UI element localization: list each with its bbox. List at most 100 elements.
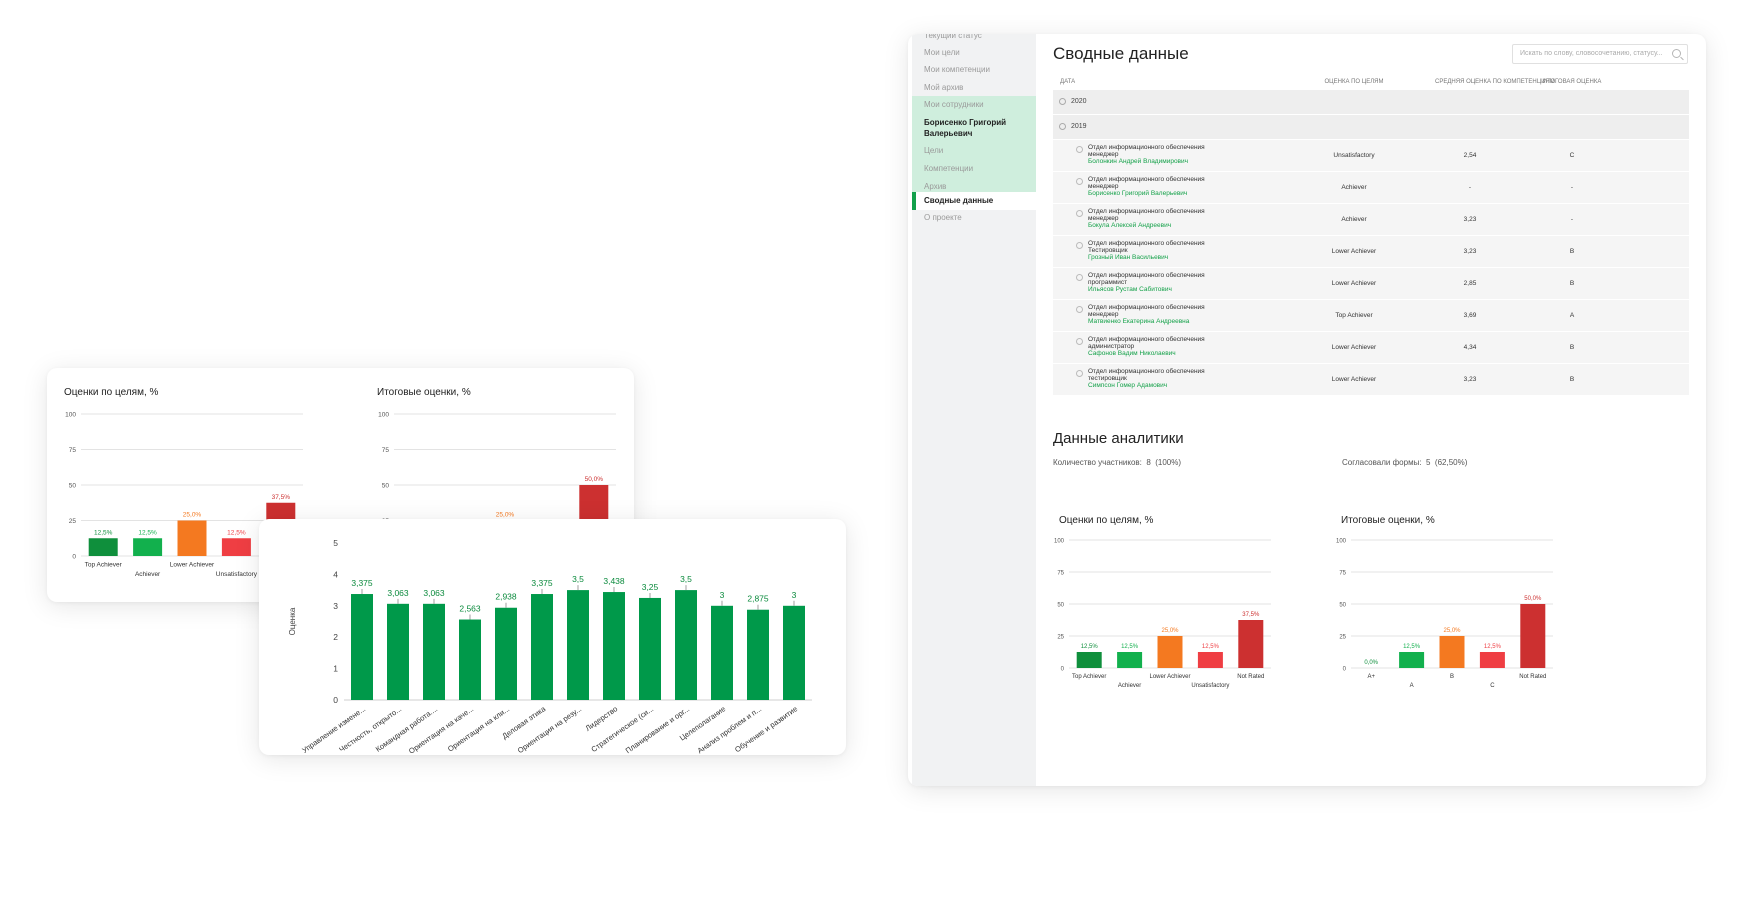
row-employee-name[interactable]: Бокула Алексей Андреевич — [1088, 222, 1172, 229]
sidebar-item-competencies[interactable]: Компетенции — [912, 160, 1036, 178]
table-row[interactable]: Отдел информационного обеспечения менедже… — [1053, 140, 1689, 172]
column-header-goals[interactable]: Оценка по целям — [1324, 79, 1384, 85]
sidebar-item-goals[interactable]: Цели — [912, 142, 1036, 160]
row-final-score: C — [1569, 152, 1575, 159]
bar — [1238, 620, 1264, 668]
bar — [133, 538, 163, 556]
expand-icon[interactable] — [1076, 178, 1083, 185]
x-tick-label: Честность, открыто... — [337, 704, 403, 754]
data-label: 37,5% — [1242, 612, 1260, 618]
y-tick-label: 50 — [382, 483, 390, 490]
y-tick-label: 75 — [1057, 571, 1064, 577]
column-header-date[interactable]: Дата — [1060, 79, 1076, 85]
row-department: Отдел информационного обеспечения — [1088, 240, 1205, 247]
expand-icon[interactable] — [1076, 242, 1083, 249]
row-goals-score: Achiever — [1341, 184, 1367, 191]
y-tick-label: 25 — [1339, 635, 1346, 641]
x-tick-label: Стратегическое (си... — [590, 704, 656, 754]
x-tick-label: Lower Achiever — [1149, 674, 1190, 680]
expand-icon[interactable] — [1076, 274, 1083, 281]
participants-stat: Количество участников: 8 (100%) — [1053, 458, 1182, 467]
bar — [1439, 636, 1465, 668]
y-tick-label: 75 — [382, 447, 390, 454]
table-row[interactable]: Отдел информационного обеспечения менедже… — [1053, 204, 1689, 236]
row-final-score: - — [1570, 184, 1574, 191]
row-competence-score: 3,69 — [1463, 312, 1477, 319]
bar — [567, 590, 589, 700]
competency-chart: 0 1 2 3 4 5 Оценка 3,375 Управление измене... 3,0… — [288, 538, 812, 755]
bar — [495, 607, 517, 700]
y-tick-label: 3 — [333, 601, 338, 611]
sidebar-item-summary[interactable]: Сводные данные — [912, 192, 1036, 210]
column-header-final[interactable]: Итоговая оценка — [1542, 79, 1602, 85]
table-row[interactable]: Отдел информационного обеспечения програм… — [1053, 268, 1689, 300]
sidebar-item-current-status[interactable]: Текущий статус — [924, 34, 982, 40]
table-row[interactable]: Отдел информационного обеспечения админис… — [1053, 332, 1689, 364]
row-employee-name[interactable]: Сафонов Вадим Николаевич — [1088, 350, 1176, 357]
sidebar-item-about[interactable]: О проекте — [924, 213, 962, 222]
expand-icon[interactable] — [1076, 338, 1083, 345]
table-row[interactable]: Отдел информационного обеспечения менедже… — [1053, 172, 1689, 204]
table-row[interactable]: Отдел информационного обеспечения тестиро… — [1053, 364, 1689, 396]
data-label: 3,438 — [603, 576, 625, 586]
row-employee-name[interactable]: Матвиенко Екатерина Андреевна — [1088, 318, 1190, 325]
chart-title-final: Итоговые оценки, % — [1341, 515, 1435, 526]
competency-card: 0 1 2 3 4 5 Оценка 3,375 Управление измене... 3,0… — [259, 519, 846, 755]
row-employee-name[interactable]: Болонкин Андрей Владимирович — [1088, 158, 1189, 165]
bar — [177, 520, 207, 556]
bar — [531, 594, 553, 700]
data-label: 12,5% — [1484, 644, 1502, 650]
row-goals-score: Unsatisfactory — [1333, 152, 1375, 159]
sidebar-item-employee-name[interactable]: Борисенко Григорий Валерьевич — [912, 114, 1036, 142]
sidebar-item-my-competencies[interactable]: Мои компетенции — [924, 65, 990, 74]
sidebar-item-my-archive[interactable]: Мой архив — [924, 83, 964, 92]
search-input[interactable]: Искать по слову, словосочетанию, статусу… — [1512, 44, 1688, 64]
sidebar-item-my-employees[interactable]: Мои сотрудники — [912, 96, 1036, 114]
row-competence-score: 3,23 — [1463, 376, 1477, 383]
bar — [387, 603, 409, 700]
row-goals-score: Lower Achiever — [1331, 376, 1377, 383]
sidebar-item-archive[interactable]: Архив — [912, 178, 1036, 196]
table-row[interactable]: Отдел информационного обеспечения Тестиро… — [1053, 236, 1689, 268]
row-final-score: B — [1569, 344, 1575, 351]
expand-icon[interactable] — [1076, 306, 1083, 313]
row-employee-name[interactable]: Ильясов Рустам Сабитович — [1088, 286, 1172, 293]
data-label: 12,5% — [1121, 644, 1139, 650]
row-employee-name[interactable]: Грозный Иван Васильевич — [1088, 254, 1169, 261]
bar — [1520, 604, 1546, 668]
data-label: 2,563 — [459, 604, 481, 614]
row-goals-score: Lower Achiever — [1331, 280, 1377, 287]
data-label: 12,5% — [227, 529, 246, 536]
row-goals-score: Lower Achiever — [1331, 344, 1377, 351]
data-label: 2,938 — [495, 592, 517, 602]
expand-icon[interactable] — [1076, 146, 1083, 153]
page-title: Сводные данные — [1053, 44, 1189, 63]
row-final-score: B — [1569, 248, 1575, 255]
y-tick-label: 0 — [1061, 667, 1065, 673]
expand-icon[interactable] — [1076, 370, 1083, 377]
year-row-2020[interactable]: 2020 — [1053, 90, 1689, 114]
bar — [639, 597, 661, 700]
expand-icon[interactable] — [1076, 210, 1083, 217]
y-tick-label: 50 — [1057, 603, 1064, 609]
row-position: Тестировщик — [1088, 247, 1128, 254]
row-position: менеджер — [1088, 215, 1119, 222]
sidebar-item-my-goals[interactable]: Мои цели — [924, 48, 960, 57]
y-tick-label: 4 — [333, 569, 338, 579]
x-tick-label: Ориентация на резу... — [516, 704, 583, 755]
bar — [1479, 652, 1505, 668]
y-tick-label: 1 — [333, 664, 338, 674]
year-row-2019[interactable]: 2019 — [1053, 115, 1689, 139]
data-label: 3,063 — [423, 588, 445, 598]
expand-icon[interactable] — [1059, 98, 1066, 105]
collapse-icon[interactable] — [1059, 123, 1066, 130]
row-employee-name[interactable]: Симпсон Гомер Адамович — [1088, 382, 1168, 389]
bar — [88, 538, 118, 556]
search-icon[interactable] — [1672, 49, 1681, 58]
x-tick-label: Top Achiever — [85, 562, 123, 569]
x-tick-label: Achiever — [135, 571, 161, 578]
row-employee-name[interactable]: Борисенко Григорий Валерьевич — [1088, 190, 1188, 197]
table-row[interactable]: Отдел информационного обеспечения менедже… — [1053, 300, 1689, 332]
x-tick-label: A+ — [1367, 674, 1375, 680]
column-header-competence[interactable]: Средняя оценка по компетенциям — [1435, 79, 1555, 85]
